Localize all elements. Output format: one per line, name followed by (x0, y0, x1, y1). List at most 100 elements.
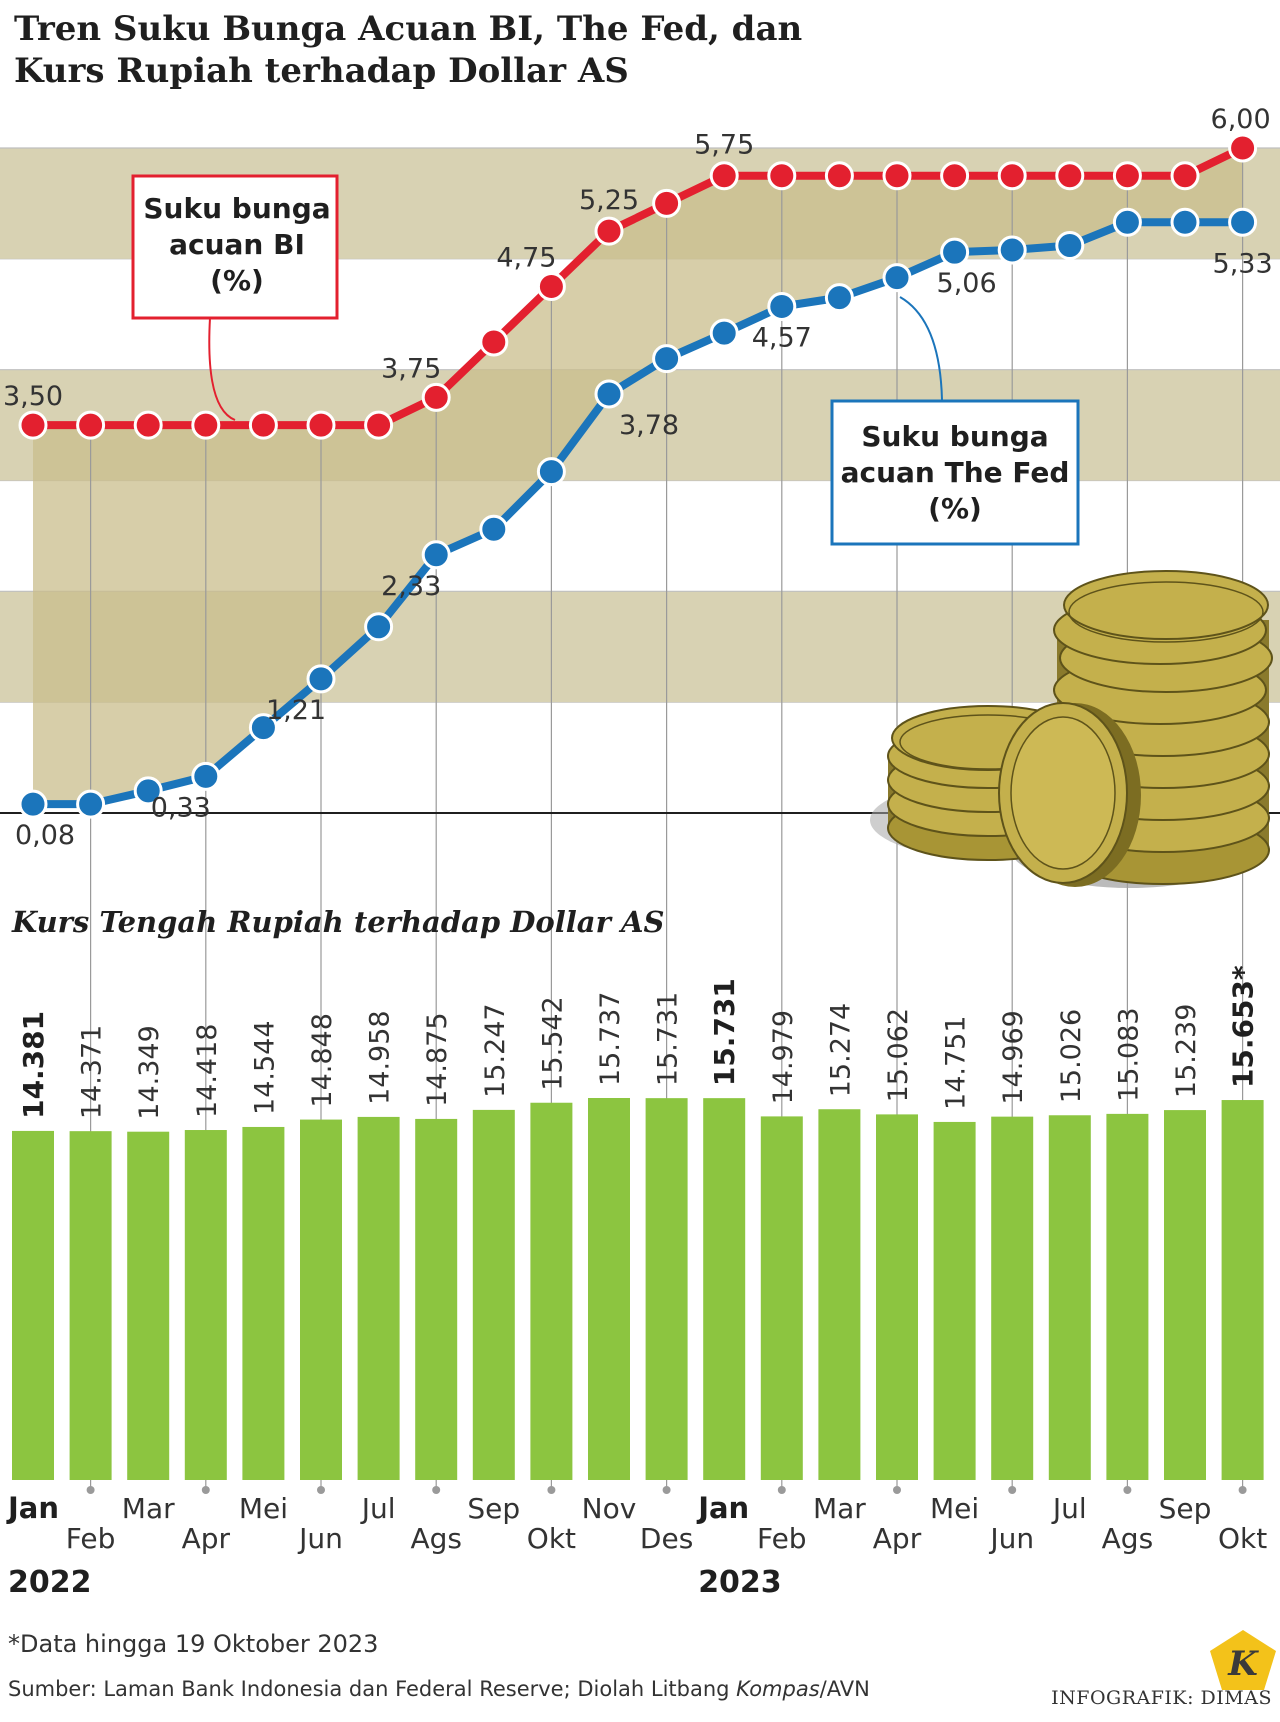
bar (242, 1126, 285, 1480)
x-tick (201, 1486, 210, 1494)
bar (588, 1098, 630, 1480)
bar (357, 1116, 400, 1480)
bar (12, 1130, 54, 1480)
bar-value-label: 15.542 (537, 996, 568, 1090)
x-tick-label: Sep (467, 1492, 520, 1525)
legend-fed-line1: Suku bunga (861, 420, 1048, 453)
series-1-label: 0,33 (151, 792, 211, 823)
bar-value-label: 15.274 (825, 1003, 856, 1097)
series-1-label: 5,33 (1213, 248, 1273, 279)
coin-standing (998, 702, 1141, 887)
x-axis-labels: JanFebMarAprMeiJunJulAgsSepOktNovDesJanF… (6, 1486, 1267, 1600)
series-1-point (191, 761, 221, 791)
bar-value-label: 15.653* (1227, 965, 1260, 1088)
bar (876, 1114, 918, 1480)
series-1-label: 0,08 (15, 820, 75, 851)
series-0-point (940, 161, 970, 191)
series-1-point (479, 514, 509, 544)
bar-value-label: 15.731 (708, 978, 741, 1086)
series-1-point (133, 776, 163, 806)
chart-title-line1: Tren Suku Bunga Acuan BI, The Fed, dan (14, 9, 802, 49)
series-1-point (18, 789, 48, 819)
series-0-label: 3,50 (3, 381, 63, 412)
x-tick-label: Jun (988, 1522, 1034, 1555)
series-1-point (1055, 231, 1085, 261)
series-line-1 (33, 218, 1243, 809)
x-tick-label: Nov (582, 1492, 637, 1525)
series-1-point (306, 664, 336, 694)
bar-value-label: 14.371 (77, 1025, 108, 1119)
bar-value-label: 15.737 (595, 992, 626, 1086)
bar (127, 1131, 170, 1480)
series-1-point (364, 612, 394, 642)
bar (530, 1102, 573, 1480)
line-value-labels: 3,50 3,75 4,75 5,25 5,75 6,00 0,08 0,33 1,21 2,33… (3, 104, 1273, 851)
series-0-point (1112, 161, 1142, 191)
source-note: Sumber: Laman Bank Indonesia dan Federal… (8, 1677, 870, 1701)
legend-fed-line3: (%) (928, 492, 982, 525)
bar (1164, 1110, 1206, 1480)
bar-value-label: 14.969 (998, 1010, 1029, 1104)
bar (472, 1109, 515, 1480)
bar-value-label: 14.875 (422, 1012, 453, 1106)
series-0-point (824, 161, 854, 191)
series-0-point (1055, 161, 1085, 191)
bar (1106, 1113, 1149, 1480)
series-0-point (882, 161, 912, 191)
series-0-point (421, 382, 451, 412)
series-1-point (940, 237, 970, 267)
between-series-area (33, 148, 1243, 805)
series-0-label: 3,75 (381, 353, 441, 384)
series-1-point (248, 713, 278, 743)
series-0-point (248, 410, 278, 440)
series-0-point (364, 410, 394, 440)
bar-value-label: 14.979 (768, 1010, 799, 1104)
x-tick-label: Jul (1051, 1492, 1087, 1525)
x-tick-label: Ags (410, 1522, 462, 1555)
series-0-point (479, 327, 509, 357)
bar (760, 1116, 803, 1480)
x-tick-label: Mar (122, 1492, 175, 1525)
source-text: Sumber: Laman Bank Indonesia dan Federal… (8, 1677, 736, 1701)
x-tick (777, 1486, 786, 1494)
footnote: *Data hingga 19 Oktober 2023 (8, 1630, 378, 1658)
series-0-point (997, 161, 1027, 191)
x-tick-label: Okt (527, 1522, 576, 1555)
series-1-label: 1,21 (266, 695, 326, 726)
year-label: 2023 (698, 1565, 782, 1600)
x-tick-label: Mar (813, 1492, 866, 1525)
x-tick-label: Feb (757, 1522, 807, 1555)
series-1-point (767, 291, 797, 321)
bar (645, 1098, 688, 1480)
x-tick-label: Mei (930, 1492, 979, 1525)
series-0-point (76, 410, 106, 440)
x-tick-label: Feb (66, 1522, 116, 1555)
x-tick-label: Mei (239, 1492, 288, 1525)
series-0-label: 4,75 (496, 243, 556, 274)
series-1-label: 4,57 (752, 322, 812, 353)
series-1-point (594, 379, 624, 409)
x-tick-label: Jan (696, 1491, 749, 1525)
bar (415, 1118, 458, 1480)
series-1-label: 5,06 (937, 268, 997, 299)
legend-bi-line3: (%) (210, 264, 264, 297)
series-1-point (997, 235, 1027, 265)
series-0-label: 5,75 (694, 130, 754, 161)
bar-value-label: 15.247 (480, 1003, 511, 1097)
bar-value-label: 15.239 (1171, 1004, 1202, 1098)
series-1-point (76, 789, 106, 819)
x-tick-label: Okt (1218, 1522, 1267, 1555)
source-italic: Kompas (736, 1677, 820, 1701)
x-tick-label: Apr (182, 1522, 231, 1555)
series-1-point (421, 540, 451, 570)
x-tick (662, 1486, 671, 1494)
series-1-label: 2,33 (381, 571, 441, 602)
series-1-point (882, 263, 912, 293)
source-tail: /AVN (820, 1677, 870, 1701)
bar (69, 1131, 112, 1480)
bar-value-label: 14.544 (249, 1020, 280, 1114)
series-0-point (133, 410, 163, 440)
bar (184, 1130, 227, 1480)
bar-value-label: 15.026 (1056, 1009, 1087, 1103)
legend-bi: Suku bunga acuan BI (%) (131, 174, 339, 320)
